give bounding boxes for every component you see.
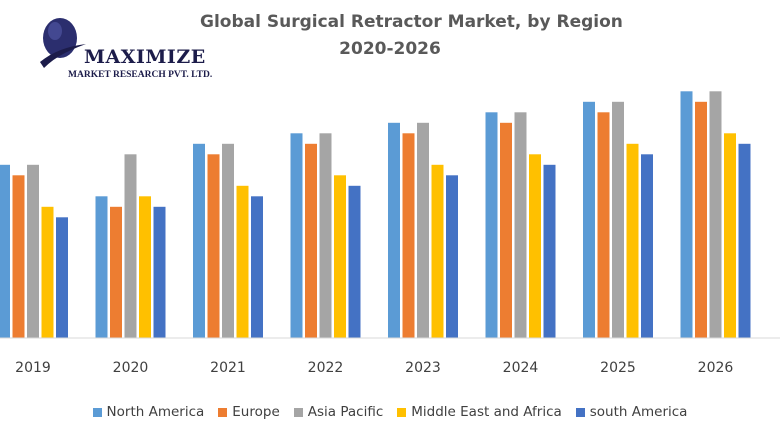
bar-2020-south-america	[153, 206, 166, 339]
bar-2021-south-america	[251, 196, 263, 339]
legend-item: Europe	[218, 404, 280, 420]
bar-2021-europe	[207, 154, 220, 339]
bar-2021-north-america	[193, 143, 205, 339]
chart-subtitle: 2020-2026	[339, 39, 441, 59]
legend-item: Asia Pacific	[293, 404, 384, 420]
bar-2020-europe	[110, 206, 122, 339]
bar-2023-asia-pacific	[417, 122, 429, 339]
x-tick-label: 2024	[503, 360, 539, 376]
legend-swatch	[397, 407, 407, 417]
bar-2023-middle-east-and-africa	[431, 164, 444, 339]
logo-name: MAXIMIZE	[84, 46, 206, 68]
legend-swatch	[92, 407, 102, 417]
chart-title: Global Surgical Retractor Market, by Reg…	[200, 12, 623, 32]
bar-2019-middle-east-and-africa	[41, 206, 54, 339]
bar-2026-middle-east-and-africa	[724, 133, 736, 339]
legend-item: Middle East and Africa	[397, 404, 562, 420]
logo-subtitle: MARKET RESEARCH PVT. LTD.	[68, 70, 213, 80]
bar-2022-europe	[305, 143, 317, 339]
bars-group	[0, 91, 751, 339]
bar-2023-north-america	[388, 122, 400, 339]
x-tick-label: 2021	[210, 360, 246, 376]
bar-2023-south-america	[446, 175, 458, 339]
x-tick-labels: 2019 2020 2021 2022 2023 2024 2025 2026	[15, 360, 733, 376]
legend-label: Middle East and Africa	[411, 404, 562, 420]
bar-2024-europe	[500, 122, 512, 339]
chart-title-block: Global Surgical Retractor Market, by Reg…	[200, 9, 623, 63]
bar-2025-middle-east-and-africa	[626, 143, 639, 339]
legend-item: south America	[575, 404, 688, 420]
bar-2022-middle-east-and-africa	[334, 175, 346, 339]
bar-2026-north-america	[680, 91, 693, 339]
x-tick-label: 2023	[405, 360, 441, 376]
legend-label: Asia Pacific	[307, 404, 384, 420]
globe-logo-icon	[40, 18, 86, 68]
bar-2019-europe	[12, 175, 25, 339]
bar-2025-south-america	[641, 154, 653, 339]
bar-2019-north-america	[0, 164, 10, 339]
x-tick-label: 2022	[308, 360, 344, 376]
chart-legend: North America Europe Asia Pacific Middle Ea…	[0, 404, 780, 420]
bar-2020-north-america	[95, 196, 108, 339]
x-tick-label: 2026	[698, 360, 734, 376]
bar-2024-asia-pacific	[514, 112, 527, 339]
bar-2023-europe	[402, 133, 415, 339]
legend-label: Europe	[232, 404, 280, 420]
bar-2025-asia-pacific	[612, 101, 624, 339]
bar-2021-middle-east-and-africa	[236, 185, 249, 339]
x-tick-label: 2019	[15, 360, 51, 376]
bar-2024-middle-east-and-africa	[529, 154, 541, 339]
bar-2025-north-america	[583, 101, 595, 339]
bar-2019-asia-pacific	[27, 164, 39, 339]
bar-2025-europe	[597, 112, 610, 339]
legend-swatch	[575, 407, 585, 417]
x-tick-label: 2025	[600, 360, 636, 376]
bar-2021-asia-pacific	[222, 143, 234, 339]
x-tick-label: 2020	[113, 360, 149, 376]
bar-2020-asia-pacific	[124, 154, 137, 339]
bar-2024-south-america	[543, 164, 556, 339]
legend-swatch	[293, 407, 303, 417]
bar-2026-asia-pacific	[709, 91, 722, 339]
legend-label: North America	[106, 404, 205, 420]
legend-swatch	[218, 407, 228, 417]
bar-2022-south-america	[348, 185, 361, 339]
bar-2024-north-america	[485, 112, 498, 339]
legend-label: south America	[589, 404, 688, 420]
bar-2026-europe	[695, 101, 707, 339]
bar-2022-asia-pacific	[319, 133, 332, 339]
bar-2022-north-america	[290, 133, 303, 339]
bar-2019-south-america	[56, 217, 68, 339]
bar-2020-middle-east-and-africa	[139, 196, 151, 339]
legend-item: North America	[92, 404, 205, 420]
bar-2026-south-america	[738, 143, 751, 339]
company-logo: MAXIMIZE MARKET RESEARCH PVT. LTD.	[30, 14, 220, 86]
